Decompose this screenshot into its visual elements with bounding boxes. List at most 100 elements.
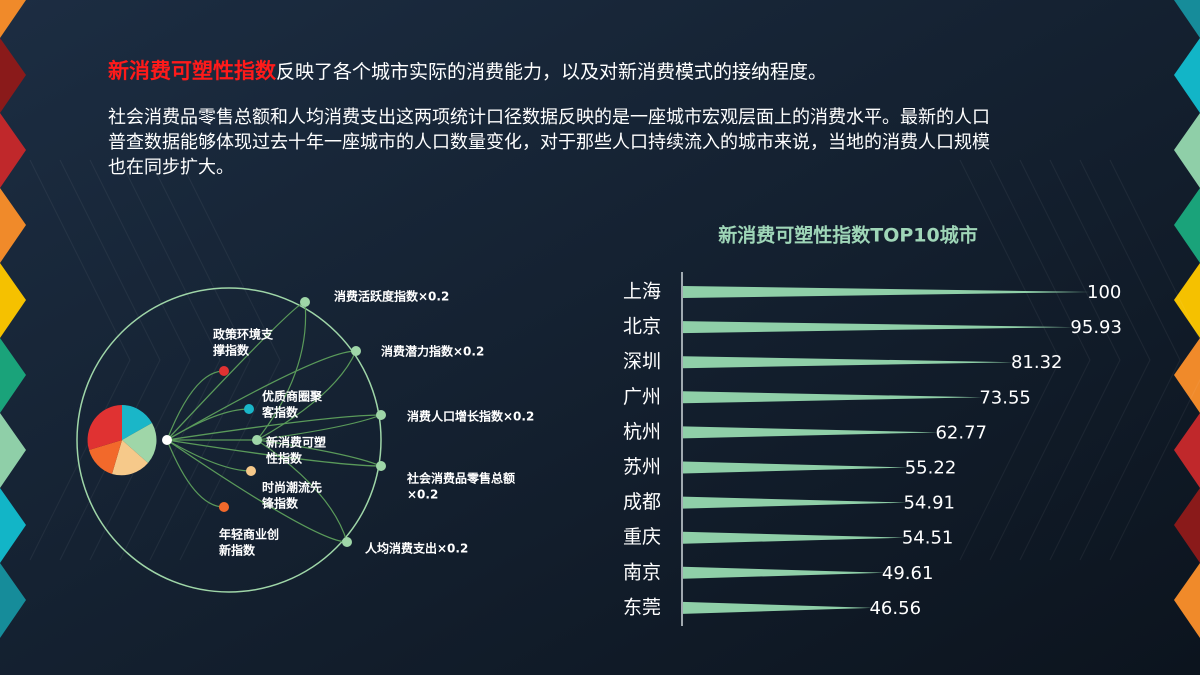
bg-chevron: [1109, 159, 1200, 561]
bar: [683, 391, 983, 404]
node-label: 年轻商业创: [219, 527, 279, 542]
paragraph-line: 也在同步扩大。: [108, 157, 234, 178]
hub-node: [162, 435, 172, 445]
node-dot: [252, 435, 262, 445]
pie-slice: [89, 440, 122, 474]
node-label: 锋指数: [262, 496, 299, 511]
bg-chevron: [29, 159, 131, 561]
value-label: 95.93: [1070, 317, 1122, 338]
bg-chevron: [149, 159, 251, 561]
edge-chevron: [0, 263, 26, 338]
value-label: 46.56: [869, 598, 921, 619]
bg-chevron: [959, 159, 1061, 561]
edge-chevron: [1174, 188, 1200, 263]
bar: [683, 601, 873, 614]
edge-chevron: [0, 413, 26, 488]
bg-chevron: [89, 159, 191, 561]
node-label: 新消费可塑: [266, 435, 326, 450]
link: [256, 414, 382, 441]
edge-chevron: [0, 488, 26, 563]
link: [166, 370, 225, 441]
node-label: 消费潜力指数×0.2: [381, 344, 484, 359]
pie-slice: [122, 405, 152, 440]
bar: [683, 321, 1074, 334]
value-label: 54.91: [903, 493, 955, 514]
edge-chevron: [1174, 113, 1200, 188]
edge-chevron: [0, 38, 26, 113]
node-label: 新指数: [219, 543, 256, 558]
category-label: 南京: [623, 561, 661, 583]
category-label: 北京: [623, 316, 661, 338]
edge-chevron: [1174, 338, 1200, 413]
bar: [683, 461, 908, 474]
link: [166, 414, 382, 441]
node-label: 消费人口增长指数×0.2: [407, 409, 534, 424]
category-label: 广州: [623, 386, 661, 408]
bg-chevron: [989, 159, 1091, 561]
node-dot: [376, 410, 386, 420]
category-label: 杭州: [623, 421, 661, 443]
node-dot: [342, 537, 352, 547]
pie-slice: [112, 440, 148, 476]
bg-chevron: [59, 159, 161, 561]
node-dot: [351, 346, 361, 356]
value-label: 100: [1087, 282, 1121, 303]
node-label: 人均消费支出×0.2: [365, 541, 468, 556]
link: [256, 439, 348, 543]
node-label: 撑指数: [213, 343, 250, 358]
link: [256, 350, 357, 441]
edge-chevron: [1174, 38, 1200, 113]
link: [166, 439, 225, 508]
value-label: 81.32: [1011, 352, 1063, 373]
bar: [683, 426, 939, 439]
edge-chevron: [1174, 488, 1200, 563]
node-label: 政策环境支: [213, 327, 274, 342]
edge-chevron: [1174, 563, 1200, 638]
link: [256, 439, 382, 467]
pie-slice: [122, 423, 157, 463]
value-label: 73.55: [979, 387, 1031, 408]
link: [166, 439, 348, 543]
chart-title: 新消费可塑性指数TOP10城市: [718, 224, 977, 247]
node-label: 性指数: [265, 451, 303, 466]
bar: [683, 566, 885, 579]
link: [166, 408, 250, 441]
category-label: 东莞: [623, 596, 661, 618]
category-label: 深圳: [623, 351, 661, 373]
paragraph-line: 普查数据能够体现过去十年一座城市的人口数量变化，对于那些人口持续流入的城市来说，…: [108, 132, 990, 153]
edge-chevron: [1174, 263, 1200, 338]
paragraph-line: 社会消费品零售总额和人均消费支出这两项统计口径数据反映的是一座城市宏观层面上的消…: [108, 107, 990, 128]
bg-chevron: [119, 159, 221, 561]
category-label: 成都: [623, 491, 661, 513]
link: [166, 439, 252, 472]
bg-chevron: [179, 159, 281, 561]
bar: [683, 286, 1090, 298]
category-label: 苏州: [623, 456, 661, 478]
category-label: 重庆: [623, 526, 661, 548]
value-label: 54.51: [902, 528, 954, 549]
link: [256, 301, 307, 441]
node-label: 消费活跃度指数×0.2: [334, 289, 449, 304]
bg-chevron: [1049, 159, 1151, 561]
node-dot: [300, 297, 310, 307]
node-label: 客指数: [261, 405, 299, 420]
node-dot: [219, 502, 229, 512]
headline-title: 新消费可塑性指数: [108, 59, 277, 83]
headline: 新消费可塑性指数反映了各个城市实际的消费能力，以及对新消费模式的接纳程度。: [108, 59, 827, 83]
edge-chevron: [1174, 0, 1200, 38]
node-label: ×0.2: [407, 488, 438, 502]
edge-chevron: [0, 338, 26, 413]
bg-chevron: [1079, 159, 1181, 561]
edge-chevron: [1174, 413, 1200, 488]
edge-chevron: [0, 188, 26, 263]
edge-decoration: [0, 0, 1200, 638]
outer-circle: [76, 287, 382, 593]
value-label: 55.22: [905, 458, 957, 479]
node-dot: [246, 466, 256, 476]
category-label: 上海: [623, 281, 661, 303]
bar: [683, 356, 1014, 369]
value-label: 62.77: [935, 422, 987, 443]
bar: [683, 496, 907, 509]
